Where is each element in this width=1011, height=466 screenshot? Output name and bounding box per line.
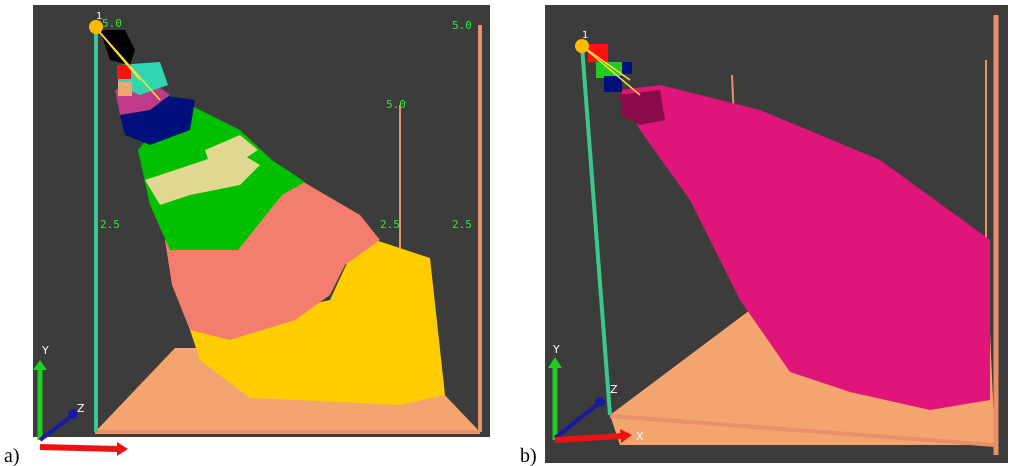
axis-label: 5.0 [452, 19, 472, 32]
figure: 1 5.0 5.0 5.0 2.5 2.5 2.5 Y Z X a) 1 [0, 0, 1011, 466]
panel-b: 1 Y Z X [545, 5, 1008, 463]
point-label: 1 [582, 30, 588, 41]
source-point [575, 39, 589, 53]
panel-a: 1 5.0 5.0 5.0 2.5 2.5 2.5 Y Z X [33, 5, 490, 456]
block [118, 82, 132, 96]
axis-label: 5.0 [386, 98, 406, 111]
axis-label: 2.5 [380, 218, 400, 231]
axis-label: 5.0 [102, 17, 122, 30]
gizmo-label: Y [552, 343, 560, 356]
gizmo-label: X [131, 440, 139, 453]
axis-label: 2.5 [452, 218, 472, 231]
gizmo-arrow [117, 442, 128, 456]
block [622, 62, 632, 74]
gizmo-label: Z [610, 383, 618, 396]
gizmo-label: Y [41, 344, 49, 357]
gizmo-label: X [636, 430, 644, 443]
axis-label: 2.5 [100, 218, 120, 231]
panel-label: a) [4, 445, 20, 466]
gizmo-axis [555, 436, 622, 440]
source-point [89, 20, 103, 34]
gizmo-arrow [595, 397, 605, 407]
panel-label: b) [520, 445, 537, 466]
gizmo-axis [40, 447, 118, 449]
gizmo-label: Z [77, 402, 85, 415]
